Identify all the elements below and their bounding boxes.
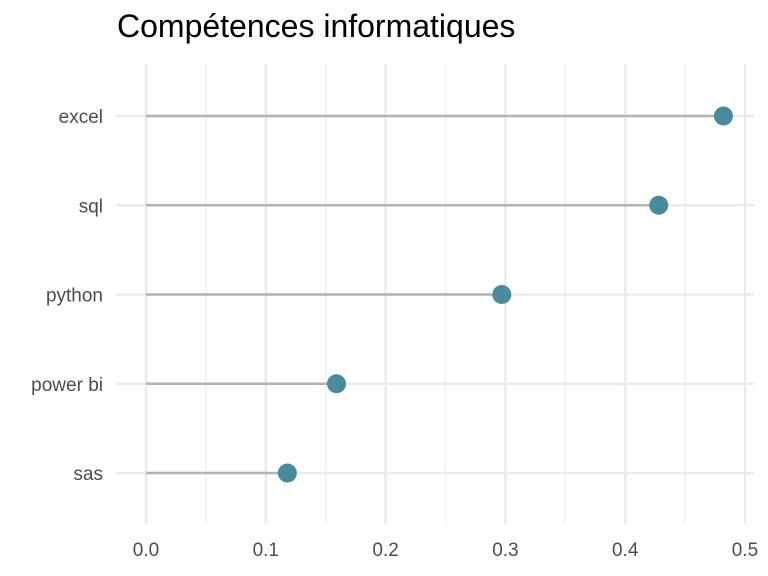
chart-title: Compétences informatiques — [117, 8, 516, 44]
x-tick-labels: 0.0 0.1 0.2 0.3 0.4 0.5 — [133, 540, 758, 561]
x-tick-label: 0.1 — [253, 540, 279, 561]
x-tick-label: 0.0 — [133, 540, 159, 561]
y-tick-label: sas — [73, 464, 103, 485]
y-tick-label: sql — [79, 196, 103, 217]
lollipop-point — [649, 195, 669, 215]
x-tick-label: 0.4 — [612, 540, 639, 561]
y-tick-label: power bi — [31, 375, 103, 396]
lollipop-point — [492, 285, 512, 304]
lollipop-point — [326, 374, 346, 394]
lollipop-point — [277, 463, 297, 483]
x-tick-label: 0.5 — [732, 540, 758, 561]
stem-layer — [146, 114, 724, 475]
x-tick-label: 0.3 — [492, 540, 518, 561]
x-tick-label: 0.2 — [372, 540, 398, 561]
y-tick-label: python — [46, 286, 103, 307]
point-layer — [277, 106, 733, 483]
y-tick-label: excel — [59, 107, 103, 128]
lollipop-point — [713, 106, 733, 126]
y-tick-labels: excel sql python power bi sas — [31, 107, 103, 485]
